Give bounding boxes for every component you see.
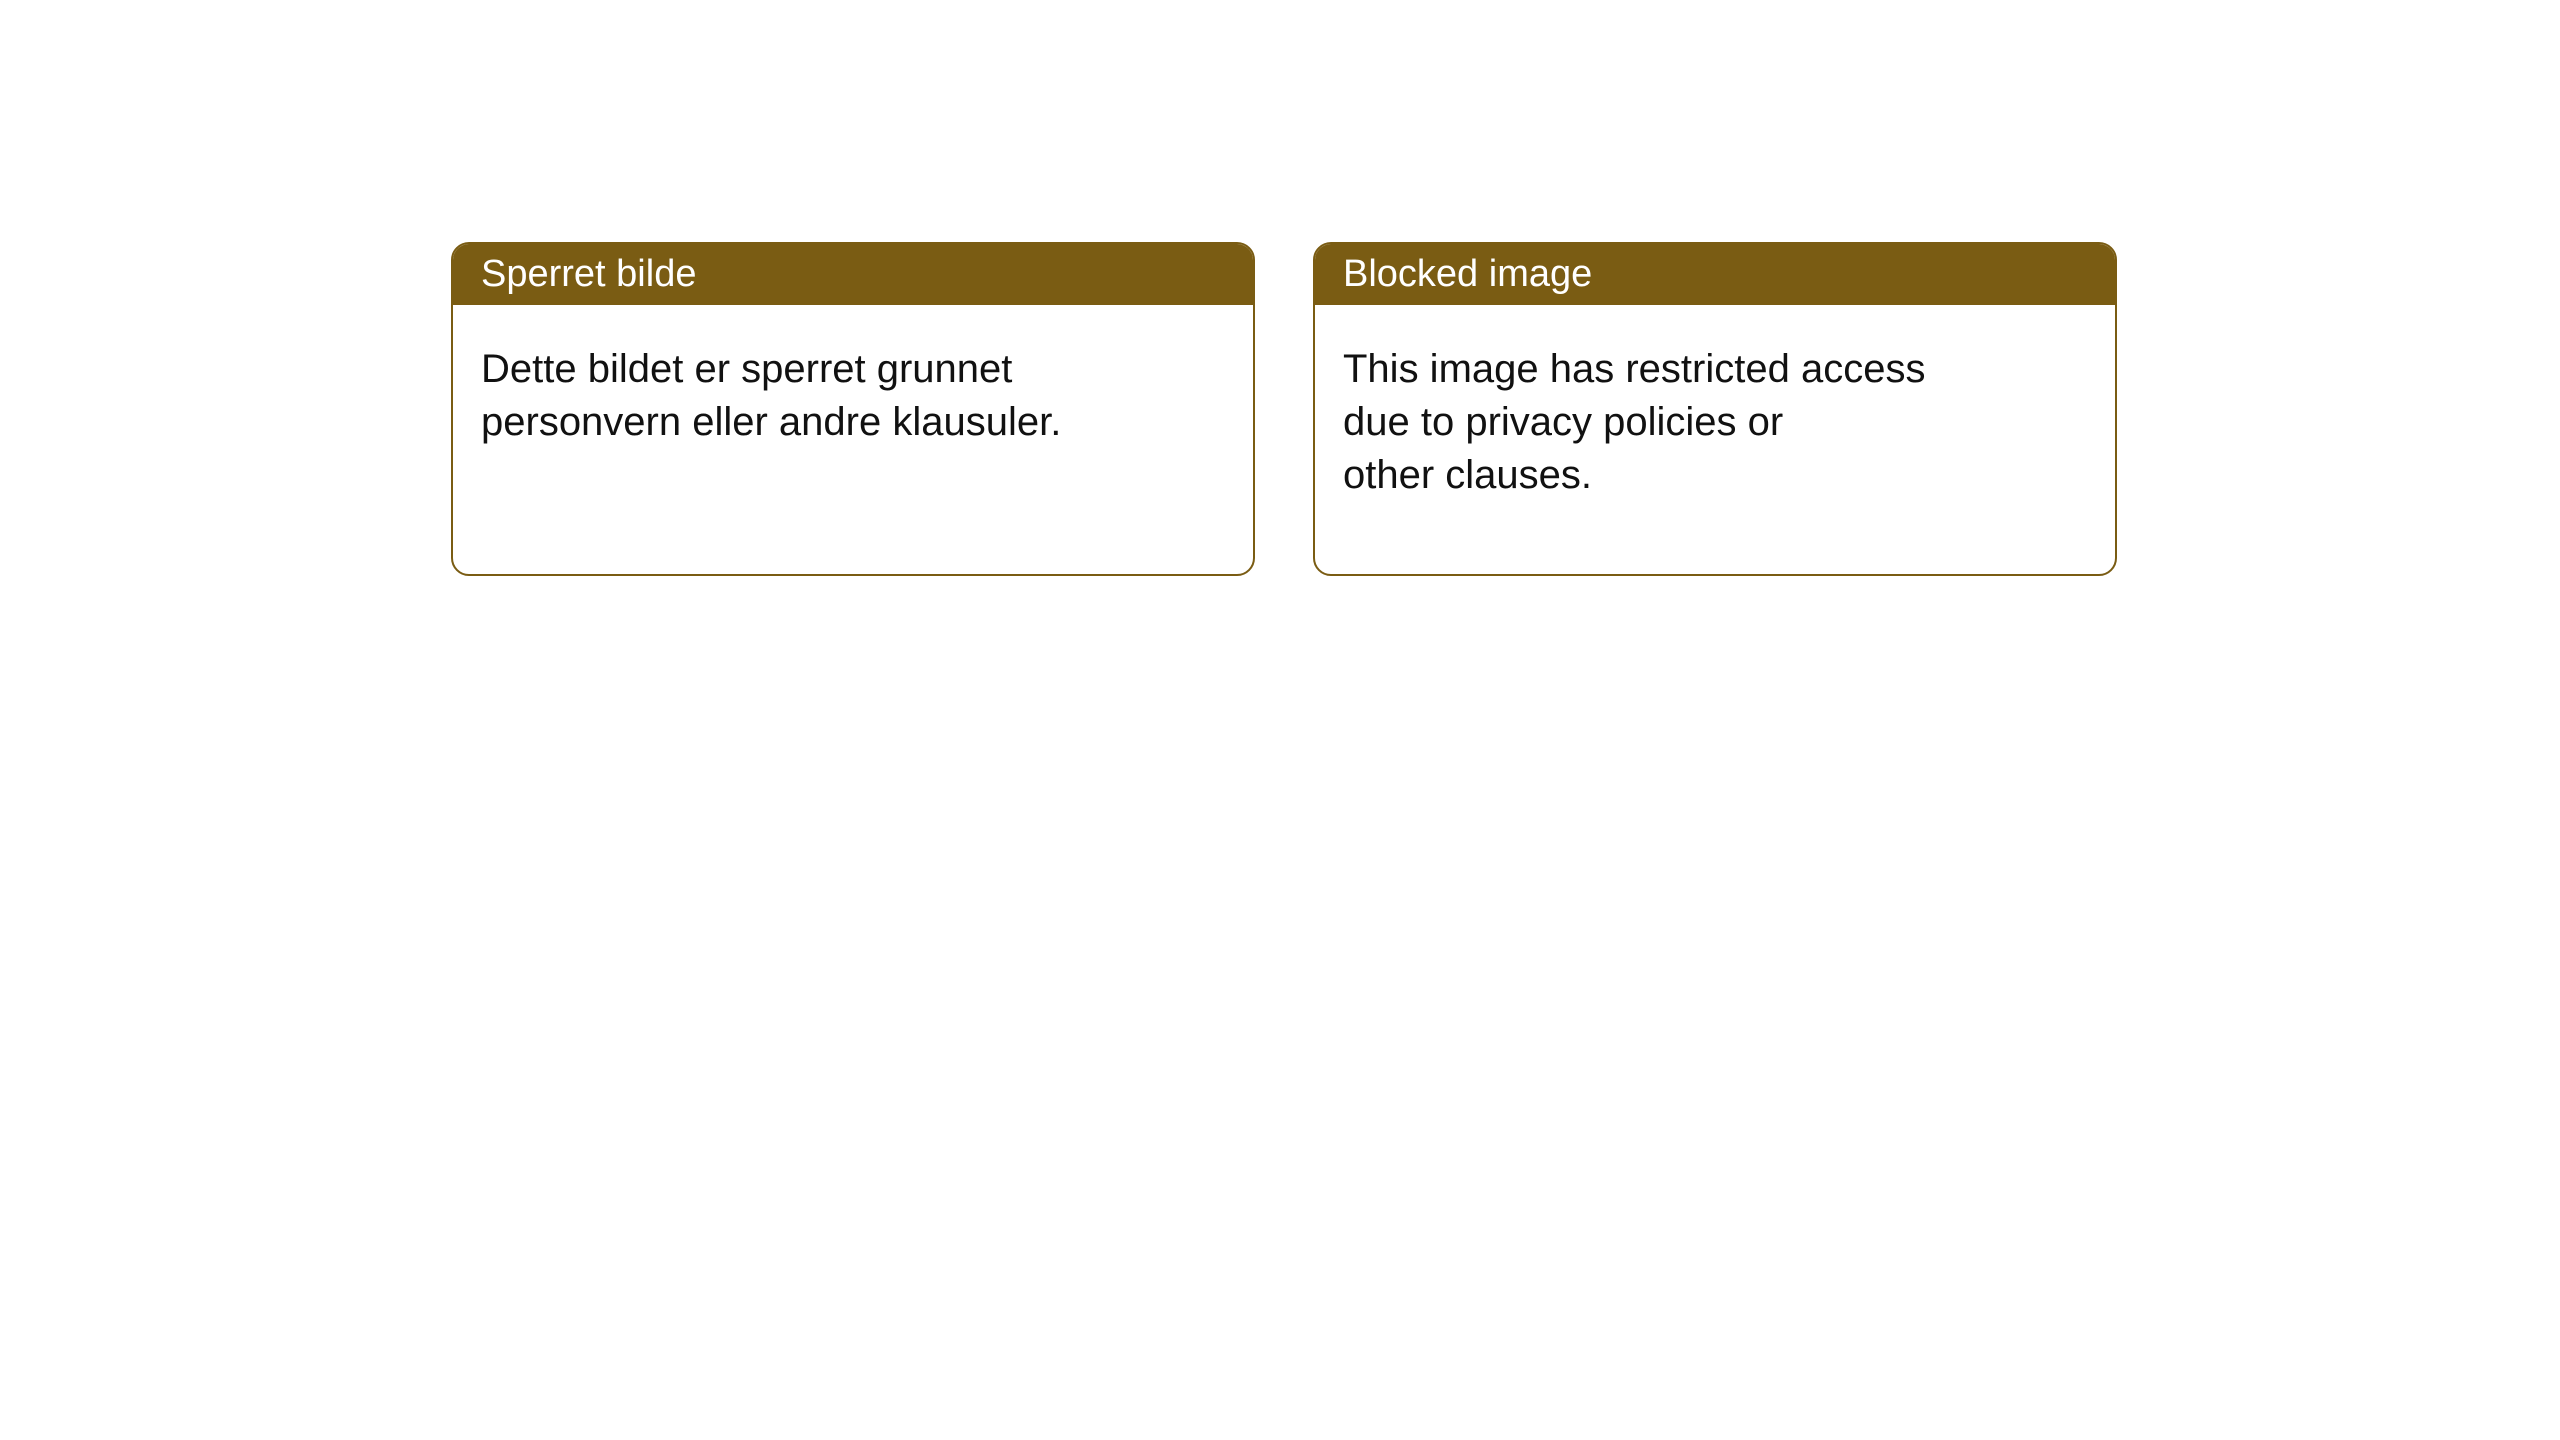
notice-card-en: Blocked image This image has restricted … xyxy=(1313,242,2117,576)
notice-title-no: Sperret bilde xyxy=(481,253,696,296)
notice-card-no: Sperret bilde Dette bildet er sperret gr… xyxy=(451,242,1255,576)
notice-header-no: Sperret bilde xyxy=(453,244,1253,305)
notice-title-en: Blocked image xyxy=(1343,253,1592,296)
notice-body-no: Dette bildet er sperret grunnet personve… xyxy=(453,305,1253,487)
notice-body-en: This image has restricted access due to … xyxy=(1315,305,2115,539)
notice-cards-container: Sperret bilde Dette bildet er sperret gr… xyxy=(451,242,2117,576)
notice-header-en: Blocked image xyxy=(1315,244,2115,305)
